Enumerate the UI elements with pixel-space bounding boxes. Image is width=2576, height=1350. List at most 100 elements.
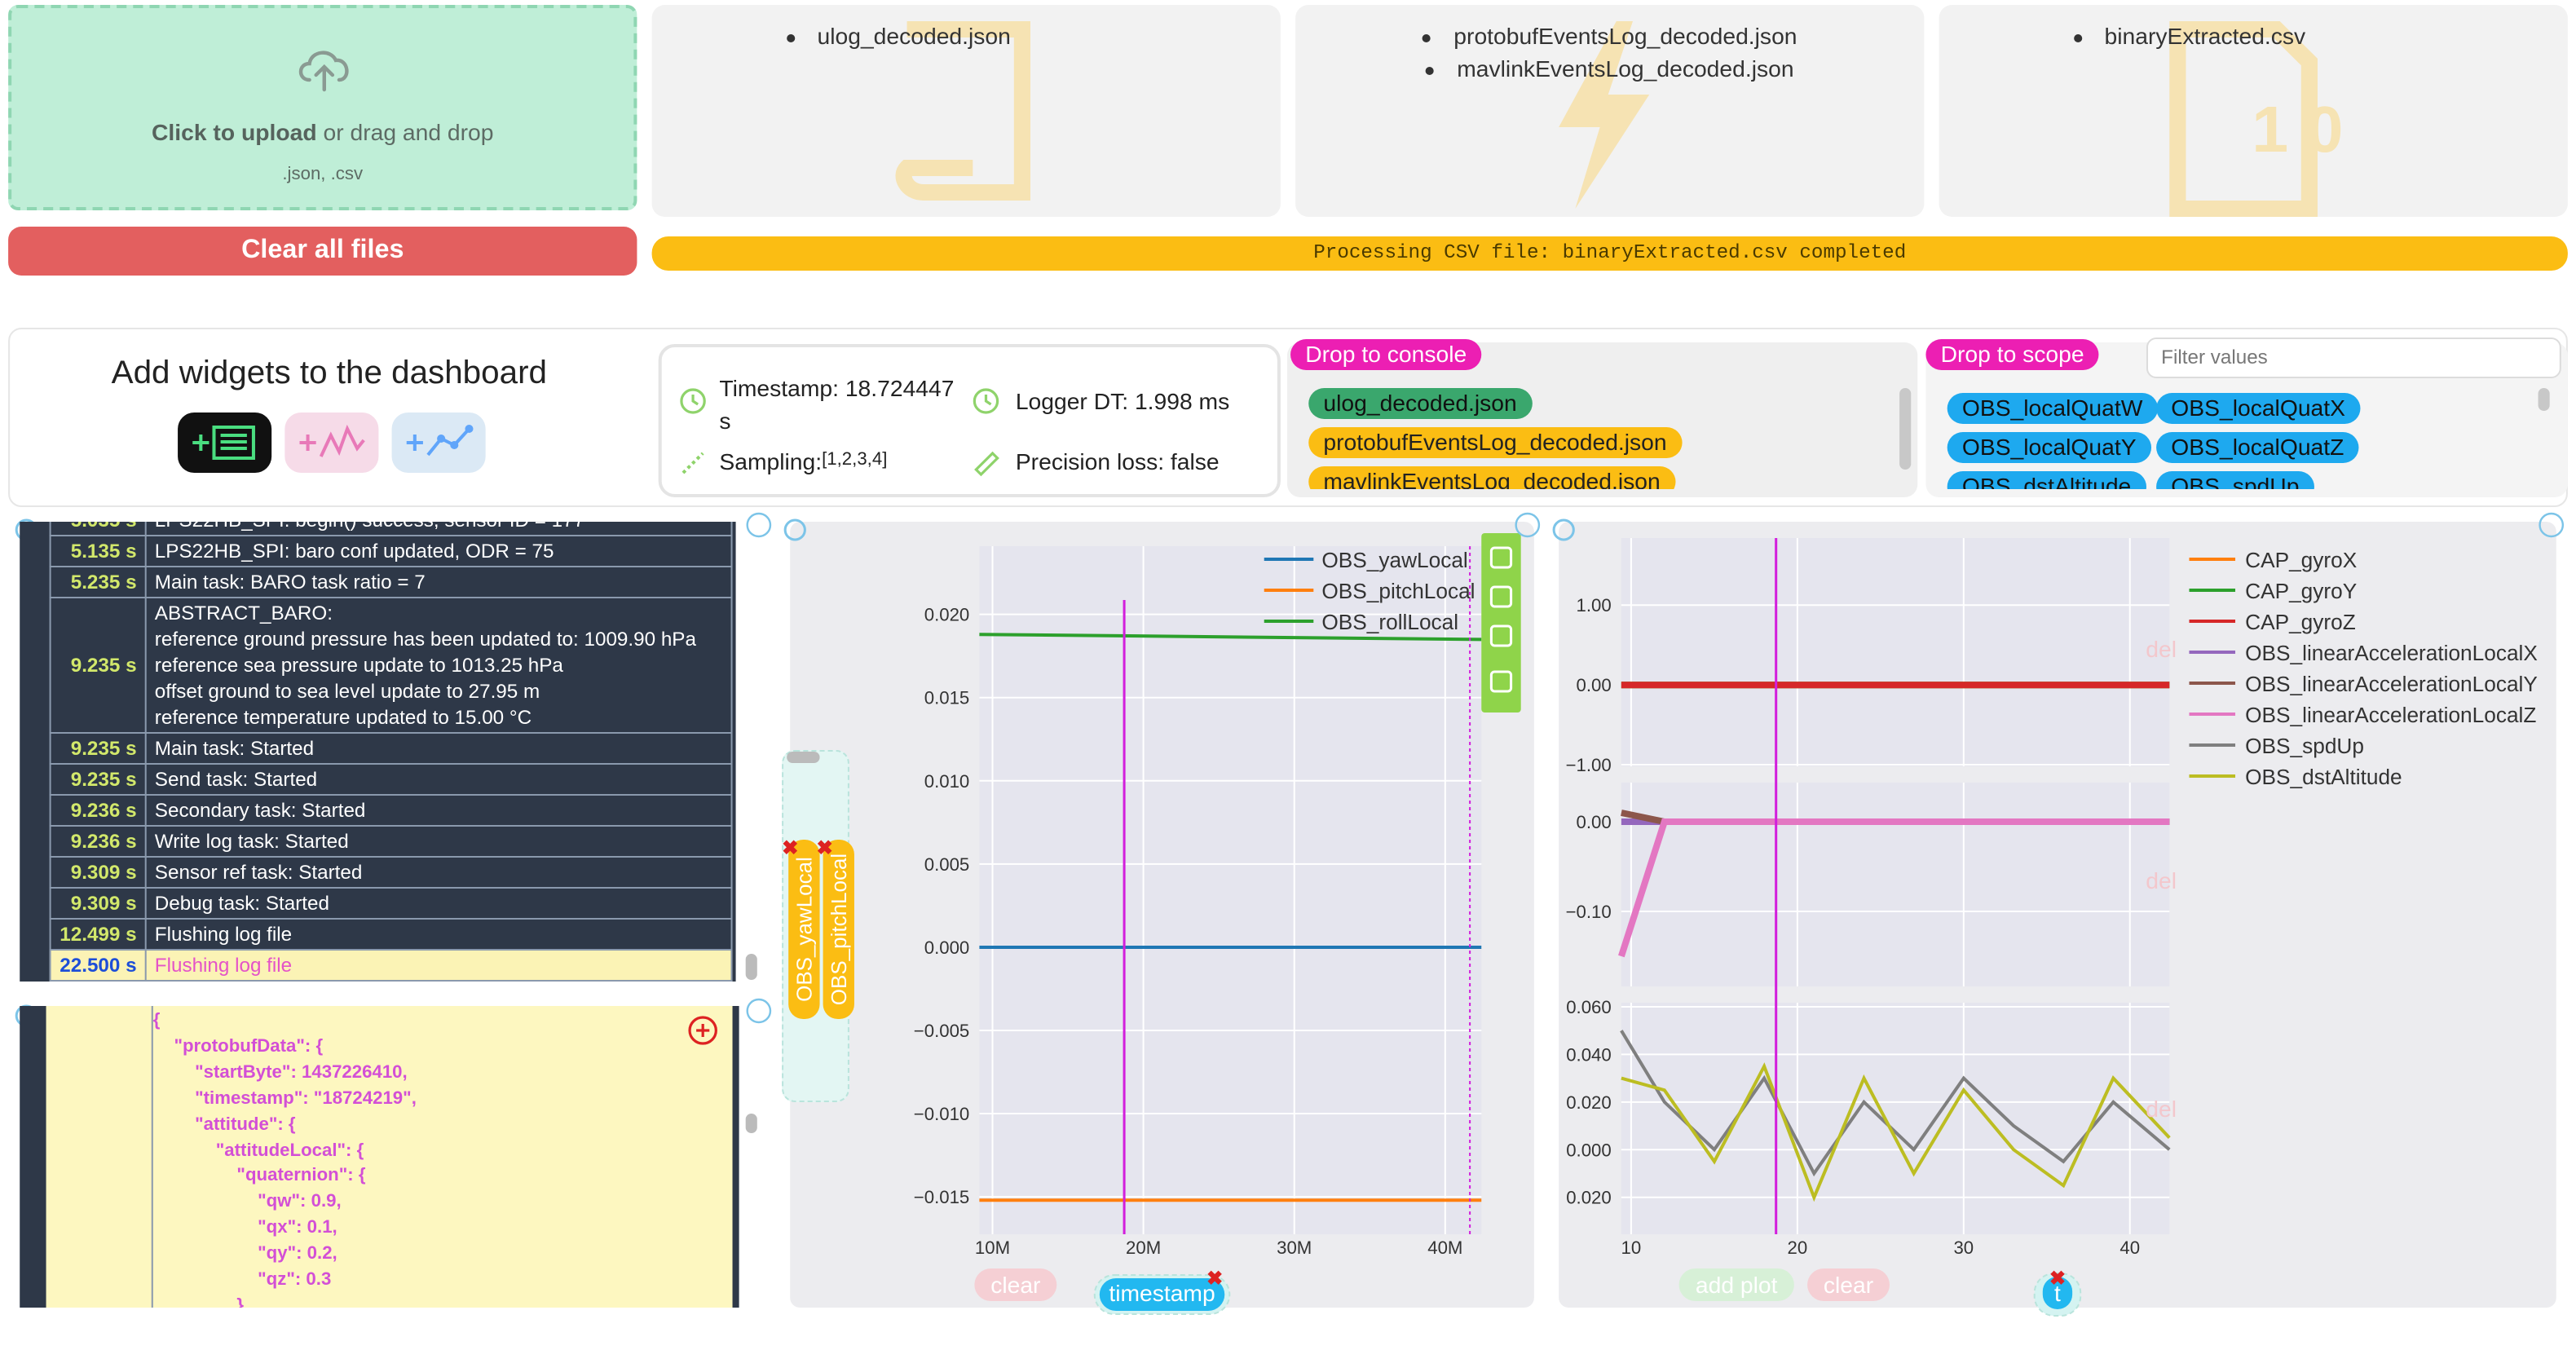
scope-item[interactable]: OBS_dstAltitude — [1947, 471, 2146, 489]
scope-item[interactable]: OBS_localQuatW — [1947, 393, 2158, 424]
widget-icon — [192, 426, 255, 460]
plot-area — [1621, 538, 2170, 766]
json-line: "qw": 0.9, — [207, 1192, 342, 1212]
x-tick-label: 30 — [1953, 1238, 1974, 1258]
log-time: 9.236 s — [51, 827, 147, 856]
y-tick-label: 0.00 — [1577, 812, 1612, 832]
legend-label: CAP_gyroZ — [2245, 610, 2356, 634]
modebar-button — [1489, 624, 1513, 647]
upload-formats: .json, .csv — [282, 165, 364, 184]
upload-zone[interactable]: Click to upload or drag and drop .json, .… — [8, 5, 637, 210]
y-tick-label: −0.010 — [914, 1104, 970, 1124]
log-time: 12.499 s — [51, 920, 147, 949]
legend-label: CAP_gyroY — [2245, 579, 2357, 603]
logger-dt: Logger DT: 1.998 ms — [1015, 388, 1230, 414]
scope-drop-label: Drop to scope — [1925, 339, 2099, 370]
log-row: 12.499 s Flushing log file — [49, 920, 733, 951]
file-name: binaryExtracted.csv — [1939, 20, 2568, 52]
legend-label: OBS_dstAltitude — [2245, 765, 2402, 789]
legend-label: OBS_linearAccelerationLocalY — [2245, 672, 2538, 696]
x-tick-label: 40 — [2119, 1238, 2140, 1258]
y-tick-label: −1.00 — [1566, 755, 1612, 775]
plot-area — [979, 546, 1482, 1234]
json-panel: { "protobufData": { "startByte": 1437226… — [20, 1006, 739, 1308]
add-widget-button[interactable] — [285, 412, 379, 473]
add-widget-button[interactable] — [178, 412, 272, 473]
console-item[interactable]: ulog_decoded.json — [1308, 388, 1532, 419]
log-row: 9.236 s Secondary task: Started — [49, 796, 733, 827]
x-chip-bg — [1099, 1278, 1225, 1311]
clear-button-bg — [1807, 1268, 1890, 1301]
scope-item[interactable]: OBS_spdUp — [2156, 471, 2314, 489]
y-tick-label: 0.00 — [1577, 675, 1612, 695]
precision-loss: Precision loss: false — [1015, 448, 1220, 474]
json-line: "attitudeLocal": { — [185, 1140, 364, 1160]
widget-icon — [299, 424, 365, 457]
close-button — [1515, 512, 1541, 538]
log-time: 9.309 s — [51, 858, 147, 887]
modebar-button — [1489, 546, 1513, 569]
close-button — [746, 998, 772, 1024]
file-list: ulog_decoded.json — [652, 20, 1281, 52]
bullet — [1425, 66, 1434, 75]
log-message: Main task: Started — [154, 737, 315, 760]
log-row: 9.235 s Main task: Started — [49, 734, 733, 765]
json-line: } — [196, 1295, 245, 1308]
sampling-value: [1,2,3,4] — [822, 450, 888, 470]
info-icon — [974, 451, 999, 477]
info-icon — [681, 452, 704, 474]
upload-rest: or drag and drop — [316, 119, 494, 145]
add-widget-button[interactable] — [391, 412, 486, 473]
bullet — [786, 33, 795, 42]
svg-text:1 0: 1 0 — [2252, 93, 2343, 166]
y-tick-label: 0.020 — [1566, 1092, 1612, 1113]
file-card: ulog_decoded.json — [651, 5, 1281, 217]
filter-input[interactable]: Filter values — [2146, 338, 2561, 378]
log-message: Sensor ref task: Started — [154, 861, 363, 884]
file-name-text: binaryExtracted.csv — [2104, 23, 2306, 49]
log-time: 9.236 s — [51, 796, 147, 825]
x-tick-label: 40M — [1427, 1238, 1462, 1258]
file-name-text: protobufEventsLog_decoded.json — [1453, 23, 1797, 49]
scrollbar — [2538, 388, 2550, 411]
legend-label: OBS_yawLocal — [1321, 548, 1467, 572]
bullet — [1422, 33, 1431, 42]
modebar-button — [1489, 585, 1513, 608]
scope-chip[interactable]: OBS_yawLocal — [788, 840, 820, 1019]
clear-all-button[interactable]: Clear all files — [8, 227, 637, 276]
log-time: 22.500 s — [51, 951, 147, 980]
close-button — [2539, 512, 2565, 538]
console-item[interactable]: mavlinkEventsLog_decoded.json — [1308, 466, 1675, 489]
scope-item[interactable]: OBS_localQuatX — [2156, 393, 2361, 424]
scope-chip[interactable]: OBS_pitchLocal — [823, 840, 854, 1019]
file-list: binaryExtracted.csv — [1939, 20, 2568, 52]
scrollbar — [745, 954, 757, 980]
file-name: mavlinkEventsLog_decoded.json — [1295, 52, 1924, 85]
log-message: Write log task: Started — [154, 830, 349, 853]
y-tick-label: −0.10 — [1566, 902, 1612, 922]
remove-chip[interactable]: ✖ — [782, 836, 799, 859]
log-message: LPS22HB_SPI: begin() success, sensor ID … — [155, 522, 584, 533]
remove-chip: ✖ — [1206, 1268, 1223, 1290]
y-tick-label: 0.015 — [924, 688, 970, 708]
expand-button[interactable] — [686, 1014, 719, 1047]
log-row: 5.135 s LPS22HB_SPI: baro conf updated, O… — [49, 536, 733, 567]
status-bar: Processing CSV file: binaryExtracted.csv… — [651, 236, 2568, 271]
log-message: LPS22HB_SPI: baro conf updated, ODR = 75 — [154, 540, 554, 562]
log-message: offset ground to sea level update to 27.… — [154, 680, 540, 703]
delete-subplot: del — [2146, 868, 2177, 893]
x-tick-label: 10M — [975, 1238, 1010, 1258]
json-line: "startByte": 1437226410, — [174, 1062, 408, 1083]
console-item[interactable]: protobufEventsLog_decoded.json — [1308, 427, 1682, 458]
plot-area — [1621, 1003, 2170, 1234]
scope-item[interactable]: OBS_localQuatY — [1947, 432, 2151, 463]
y-tick-label: −0.005 — [914, 1021, 970, 1041]
chip-handle — [787, 752, 820, 763]
remove-chip[interactable]: ✖ — [816, 836, 833, 859]
upload-text: Click to upload or drag and drop — [11, 119, 633, 145]
log-row: 9.309 s Debug task: Started — [49, 889, 733, 920]
y-tick-label: 0.000 — [1566, 1140, 1612, 1160]
scope-item[interactable]: OBS_localQuatZ — [2156, 432, 2359, 463]
log-panel: 5.035 s LPS22HB_SPI: begin() success, sen… — [20, 522, 736, 982]
